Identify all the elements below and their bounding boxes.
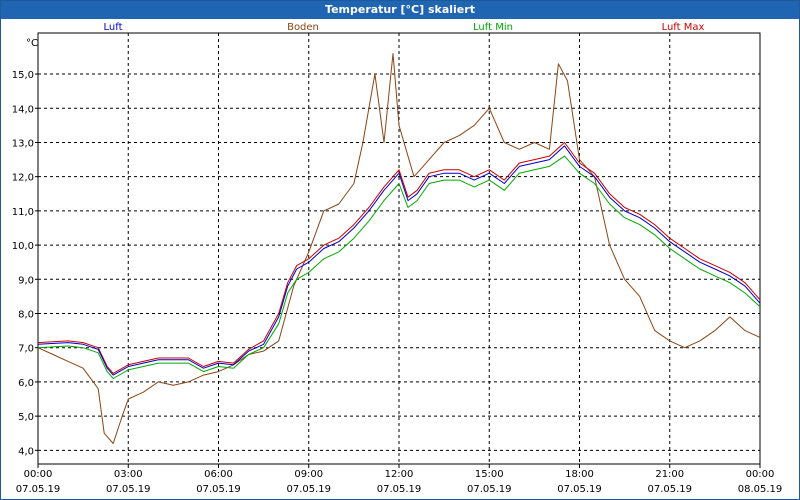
y-tick-label: 12,0 bbox=[12, 173, 34, 184]
y-tick-label: 5,0 bbox=[18, 412, 34, 423]
x-tick-date: 07.05.19 bbox=[16, 484, 61, 495]
temperature-chart: °C Luft Boden Luft Min Luft Max 4,0 5,0 6,0 7,… bbox=[12, 22, 783, 495]
x-tick-date: 07.05.19 bbox=[647, 484, 692, 495]
y-tick-label: 10,0 bbox=[12, 241, 34, 252]
x-tick-time: 09:00 bbox=[294, 469, 323, 480]
grid bbox=[38, 33, 760, 464]
x-tick-date: 07.05.19 bbox=[467, 484, 512, 495]
y-tick-label: 7,0 bbox=[18, 344, 34, 355]
series-line-luft bbox=[37, 145, 761, 376]
x-tick-time: 03:00 bbox=[114, 469, 143, 480]
x-tick-time: 18:00 bbox=[565, 469, 594, 480]
x-tick-time: 21:00 bbox=[655, 469, 684, 480]
y-tick-label: 14,0 bbox=[12, 104, 34, 115]
x-tick-date: 07.05.19 bbox=[286, 484, 331, 495]
x-tick-date: 07.05.19 bbox=[196, 484, 241, 495]
x-tick-date: 08.05.19 bbox=[738, 484, 783, 495]
x-tick-time: 06:00 bbox=[204, 469, 233, 480]
y-axis-unit: °C bbox=[26, 38, 38, 49]
y-tick-label: 15,0 bbox=[12, 70, 34, 81]
legend-item-luft-min: Luft Min bbox=[473, 22, 513, 33]
series-line-boden bbox=[37, 53, 761, 444]
x-tick-date: 07.05.19 bbox=[557, 484, 602, 495]
y-tick-label: 13,0 bbox=[12, 138, 34, 149]
y-tick-label: 6,0 bbox=[18, 378, 34, 389]
y-tick-label: 8,0 bbox=[18, 309, 34, 320]
series-line-luft-max bbox=[37, 142, 761, 374]
x-tick-date: 07.05.19 bbox=[106, 484, 151, 495]
legend-item-luft-max: Luft Max bbox=[662, 22, 705, 33]
x-tick-date: 07.05.19 bbox=[377, 484, 422, 495]
x-axis: 00:00 07.05.19 03:00 07.05.19 06:00 07.05.19 0… bbox=[16, 464, 783, 495]
x-tick-time: 12:00 bbox=[385, 469, 414, 480]
x-tick-time: 00:00 bbox=[746, 469, 775, 480]
y-tick-label: 9,0 bbox=[18, 275, 34, 286]
y-tick-label: 4,0 bbox=[18, 446, 34, 457]
y-axis: 4,0 5,0 6,0 7,0 8,0 9,0 10,0 11,0 12,0 13,0 14,0 15… bbox=[12, 70, 38, 457]
y-tick-label: 11,0 bbox=[12, 207, 34, 218]
x-tick-time: 00:00 bbox=[24, 469, 53, 480]
x-tick-time: 15:00 bbox=[475, 469, 504, 480]
legend-item-luft: Luft bbox=[104, 22, 123, 33]
series-group bbox=[37, 53, 761, 444]
legend-item-boden: Boden bbox=[287, 22, 319, 33]
series-line-luft-min bbox=[37, 155, 761, 379]
legend: Luft Boden Luft Min Luft Max bbox=[104, 22, 705, 33]
chart-title: Temperatur [°C] skaliert bbox=[1, 1, 799, 19]
